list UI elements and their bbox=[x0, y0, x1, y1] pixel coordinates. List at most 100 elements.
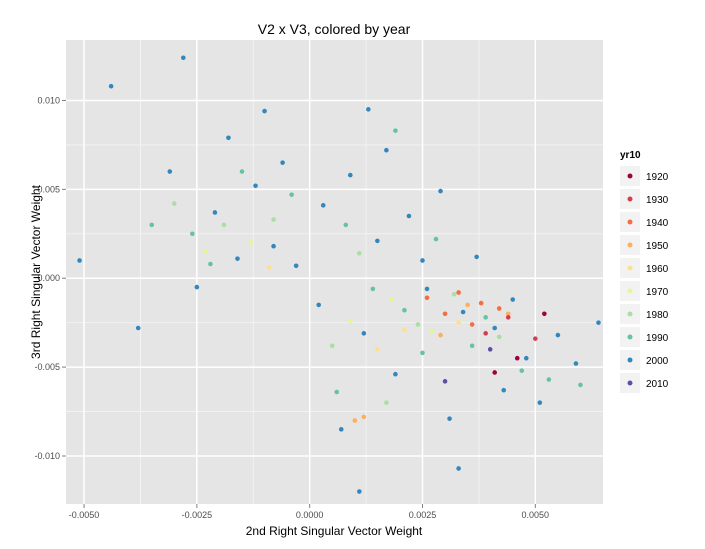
data-point-2000 bbox=[338, 427, 344, 432]
data-point-1970 bbox=[203, 249, 209, 254]
data-point-1990 bbox=[578, 382, 583, 388]
data-point-1950 bbox=[438, 332, 443, 338]
data-point-1980 bbox=[384, 400, 389, 405]
data-point-1990 bbox=[420, 350, 425, 356]
data-point-1970 bbox=[248, 240, 254, 245]
minor-gridlines bbox=[66, 40, 603, 504]
major-gridlines bbox=[66, 40, 603, 504]
data-point-2000 bbox=[361, 331, 367, 336]
data-point-2000 bbox=[447, 416, 452, 421]
data-point-2000 bbox=[393, 371, 398, 377]
data-point-2000 bbox=[212, 210, 218, 215]
data-point-1960 bbox=[375, 347, 380, 352]
x-axis-ticks: -0.0050 -0.0025 0.0000 0.0025 0.0050 bbox=[69, 504, 549, 520]
y-tick-label: 0.010 bbox=[37, 95, 60, 105]
data-point-2000 bbox=[262, 108, 267, 114]
legend-swatch-2010 bbox=[627, 380, 633, 386]
data-point-2000 bbox=[555, 332, 561, 338]
data-point-1990 bbox=[546, 377, 552, 382]
legend-label: 2000 bbox=[646, 356, 669, 367]
data-point-1990 bbox=[334, 389, 340, 395]
data-point-2000 bbox=[492, 325, 497, 331]
y-tick-label: -0.005 bbox=[34, 362, 60, 372]
data-point-1940 bbox=[496, 306, 502, 311]
data-point-1970 bbox=[347, 318, 353, 324]
data-point-2000 bbox=[194, 284, 200, 290]
data-point-1990 bbox=[239, 169, 245, 174]
data-point-1980 bbox=[271, 217, 276, 222]
data-points bbox=[77, 55, 601, 494]
legend-label: 1920 bbox=[646, 172, 669, 183]
data-point-1940 bbox=[424, 295, 430, 301]
data-point-1970 bbox=[429, 329, 434, 334]
data-point-2000 bbox=[573, 361, 579, 366]
legend-label: 1980 bbox=[646, 310, 669, 321]
data-point-2000 bbox=[271, 243, 276, 249]
data-point-1950 bbox=[352, 418, 358, 423]
legend-label: 2010 bbox=[646, 379, 669, 390]
y-tick-label: 0.000 bbox=[37, 273, 60, 283]
data-point-2000 bbox=[420, 258, 425, 263]
y-axis-title: 3rd Right Singular Vector Weight bbox=[29, 184, 43, 359]
legend-title: yr10 bbox=[620, 150, 641, 161]
legend: yr10 1920 1930 1940 1950 1960 1970 1980 1990 200… bbox=[620, 150, 669, 393]
x-tick-label: 0.0025 bbox=[409, 510, 437, 520]
data-point-2000 bbox=[253, 183, 258, 189]
legend-label: 1950 bbox=[646, 241, 669, 252]
data-point-1990 bbox=[190, 231, 195, 237]
legend-swatch-1930 bbox=[627, 196, 633, 202]
data-point-2000 bbox=[375, 238, 380, 244]
data-point-2000 bbox=[357, 489, 362, 494]
data-point-2000 bbox=[438, 188, 443, 194]
data-point-1980 bbox=[329, 343, 335, 349]
data-point-1930 bbox=[483, 331, 488, 336]
data-point-1940 bbox=[442, 311, 448, 317]
data-point-2000 bbox=[181, 55, 186, 61]
data-point-2010 bbox=[487, 347, 493, 352]
legend-swatch-1960 bbox=[627, 265, 633, 271]
data-point-1990 bbox=[469, 343, 475, 349]
legend-label: 1960 bbox=[646, 264, 669, 275]
legend-swatch-1940 bbox=[627, 219, 633, 225]
legend-swatch-1990 bbox=[627, 334, 633, 340]
data-point-2000 bbox=[456, 466, 461, 471]
data-point-1990 bbox=[289, 192, 294, 197]
data-point-2000 bbox=[226, 135, 231, 141]
legend-swatch-1920 bbox=[627, 173, 633, 179]
data-point-1940 bbox=[469, 322, 475, 327]
data-point-2000 bbox=[384, 147, 389, 153]
data-point-1920 bbox=[514, 355, 520, 361]
data-point-1920 bbox=[492, 370, 497, 375]
data-point-1980 bbox=[221, 222, 227, 228]
data-point-2000 bbox=[347, 172, 353, 178]
plot-panel bbox=[66, 40, 603, 504]
legend-label: 1930 bbox=[646, 195, 669, 206]
data-point-1920 bbox=[542, 311, 547, 317]
data-point-1990 bbox=[402, 307, 407, 313]
data-point-2000 bbox=[424, 286, 430, 292]
data-point-1930 bbox=[533, 336, 538, 341]
data-point-2000 bbox=[510, 297, 516, 302]
x-tick-label: -0.0050 bbox=[69, 510, 100, 520]
data-point-1990 bbox=[208, 261, 213, 267]
y-tick-label: 0.005 bbox=[37, 184, 60, 194]
data-point-1990 bbox=[370, 286, 376, 292]
data-point-1990 bbox=[149, 222, 155, 228]
data-point-2000 bbox=[320, 203, 326, 208]
legend-swatch-1980 bbox=[627, 311, 633, 317]
data-point-1990 bbox=[433, 236, 439, 242]
data-point-2000 bbox=[460, 309, 466, 315]
data-point-2010 bbox=[442, 379, 448, 384]
legend-swatch-2000 bbox=[627, 357, 633, 363]
chart-title: V2 x V3, colored by year bbox=[258, 21, 411, 37]
data-point-2000 bbox=[596, 320, 601, 325]
data-point-2000 bbox=[474, 254, 479, 260]
data-point-2000 bbox=[135, 325, 141, 331]
x-tick-label: 0.0000 bbox=[296, 510, 324, 520]
data-point-2000 bbox=[280, 160, 285, 165]
data-point-1940 bbox=[456, 290, 461, 295]
data-point-1990 bbox=[483, 315, 488, 320]
data-point-1930 bbox=[505, 315, 511, 320]
data-point-1960 bbox=[402, 327, 407, 333]
